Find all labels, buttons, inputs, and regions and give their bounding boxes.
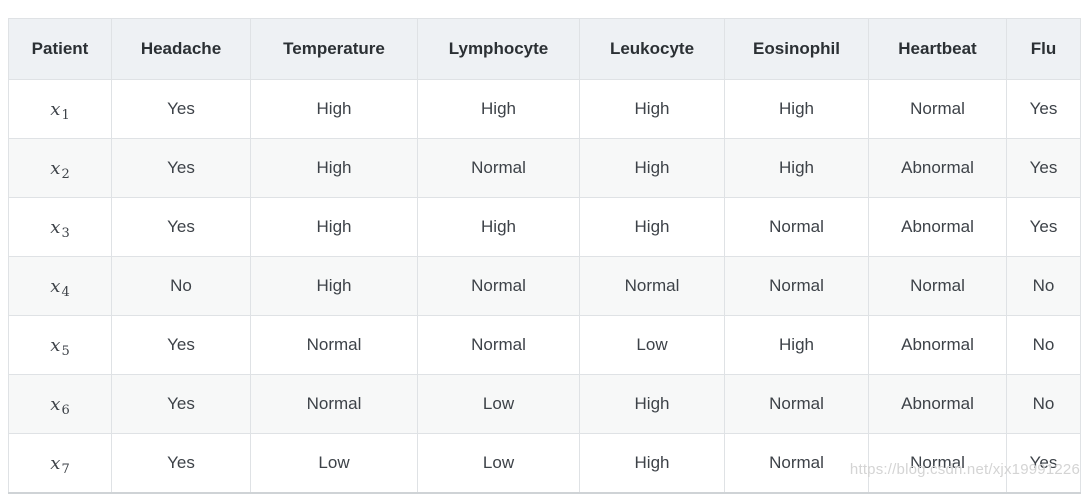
table-cell: No (1006, 315, 1081, 375)
table-cell: Yes (111, 315, 251, 375)
table-cell: Normal (724, 256, 869, 316)
table-row: x2 Yes High Normal High High Abnormal Yes (8, 138, 1081, 198)
flu-data-table-container: Patient Headache Temperature Lymphocyte Leuk… (8, 18, 1081, 494)
table-cell: Abnormal (868, 315, 1007, 375)
patient-cell: x3 (8, 197, 112, 257)
patient-id: x2 (50, 157, 70, 183)
table-cell: Normal (724, 374, 869, 434)
patient-id: x1 (50, 98, 70, 124)
flu-data-table: Patient Headache Temperature Lymphocyte Leuk… (8, 18, 1081, 494)
table-cell: High (579, 197, 725, 257)
patient-cell: x7 (8, 433, 112, 494)
table-cell: Yes (111, 138, 251, 198)
table-cell: High (417, 197, 580, 257)
table-cell: High (579, 374, 725, 434)
patient-cell: x1 (8, 79, 112, 139)
table-cell: Yes (111, 197, 251, 257)
patient-id: x5 (50, 334, 70, 360)
table-cell: Abnormal (868, 374, 1007, 434)
table-cell: Yes (1006, 433, 1081, 494)
table-cell: Normal (868, 433, 1007, 494)
column-header-eosinophil: Eosinophil (724, 18, 869, 80)
table-row: x3 Yes High High High Normal Abnormal Yes (8, 197, 1081, 257)
table-cell: High (250, 79, 418, 139)
column-header-heartbeat: Heartbeat (868, 18, 1007, 80)
table-cell: High (579, 138, 725, 198)
table-cell: Normal (868, 79, 1007, 139)
column-header-lymphocyte: Lymphocyte (417, 18, 580, 80)
table-cell: High (417, 79, 580, 139)
table-cell: Normal (724, 197, 869, 257)
table-cell: High (724, 138, 869, 198)
table-cell: Normal (417, 256, 580, 316)
column-header-temperature: Temperature (250, 18, 418, 80)
table-cell: Yes (1006, 138, 1081, 198)
table-cell: High (579, 79, 725, 139)
table-cell: Normal (250, 374, 418, 434)
patient-id: x4 (50, 275, 70, 301)
table-cell: Normal (579, 256, 725, 316)
column-header-flu: Flu (1006, 18, 1081, 80)
table-cell: Normal (868, 256, 1007, 316)
column-header-leukocyte: Leukocyte (579, 18, 725, 80)
table-cell: Low (417, 374, 580, 434)
table-cell: No (1006, 374, 1081, 434)
table-cell: High (724, 315, 869, 375)
table-cell: No (1006, 256, 1081, 316)
table-row: x7 Yes Low Low High Normal Normal Yes (8, 433, 1081, 494)
patient-cell: x4 (8, 256, 112, 316)
table-cell: Normal (250, 315, 418, 375)
patient-id: x6 (50, 393, 70, 419)
table-cell: Yes (111, 79, 251, 139)
table-cell: Low (579, 315, 725, 375)
table-header-row: Patient Headache Temperature Lymphocyte Leuk… (8, 18, 1081, 80)
column-header-patient: Patient (8, 18, 112, 80)
table-row: x1 Yes High High High High Normal Yes (8, 79, 1081, 139)
table-cell: High (579, 433, 725, 494)
table-row: x6 Yes Normal Low High Normal Abnormal No (8, 374, 1081, 434)
table-cell: High (250, 256, 418, 316)
table-cell: Low (417, 433, 580, 494)
table-cell: Normal (724, 433, 869, 494)
table-cell: No (111, 256, 251, 316)
patient-cell: x2 (8, 138, 112, 198)
table-cell: Abnormal (868, 138, 1007, 198)
patient-id: x7 (50, 452, 70, 478)
table-cell: High (724, 79, 869, 139)
table-cell: Abnormal (868, 197, 1007, 257)
column-header-headache: Headache (111, 18, 251, 80)
table-cell: Yes (111, 374, 251, 434)
patient-id: x3 (50, 216, 70, 242)
patient-cell: x6 (8, 374, 112, 434)
table-cell: Yes (1006, 79, 1081, 139)
patient-cell: x5 (8, 315, 112, 375)
table-cell: Yes (111, 433, 251, 494)
table-row: x5 Yes Normal Normal Low High Abnormal No (8, 315, 1081, 375)
table-cell: High (250, 197, 418, 257)
table-cell: Normal (417, 315, 580, 375)
table-cell: Low (250, 433, 418, 494)
table-row: x4 No High Normal Normal Normal Normal No (8, 256, 1081, 316)
table-cell: High (250, 138, 418, 198)
table-cell: Normal (417, 138, 580, 198)
table-cell: Yes (1006, 197, 1081, 257)
